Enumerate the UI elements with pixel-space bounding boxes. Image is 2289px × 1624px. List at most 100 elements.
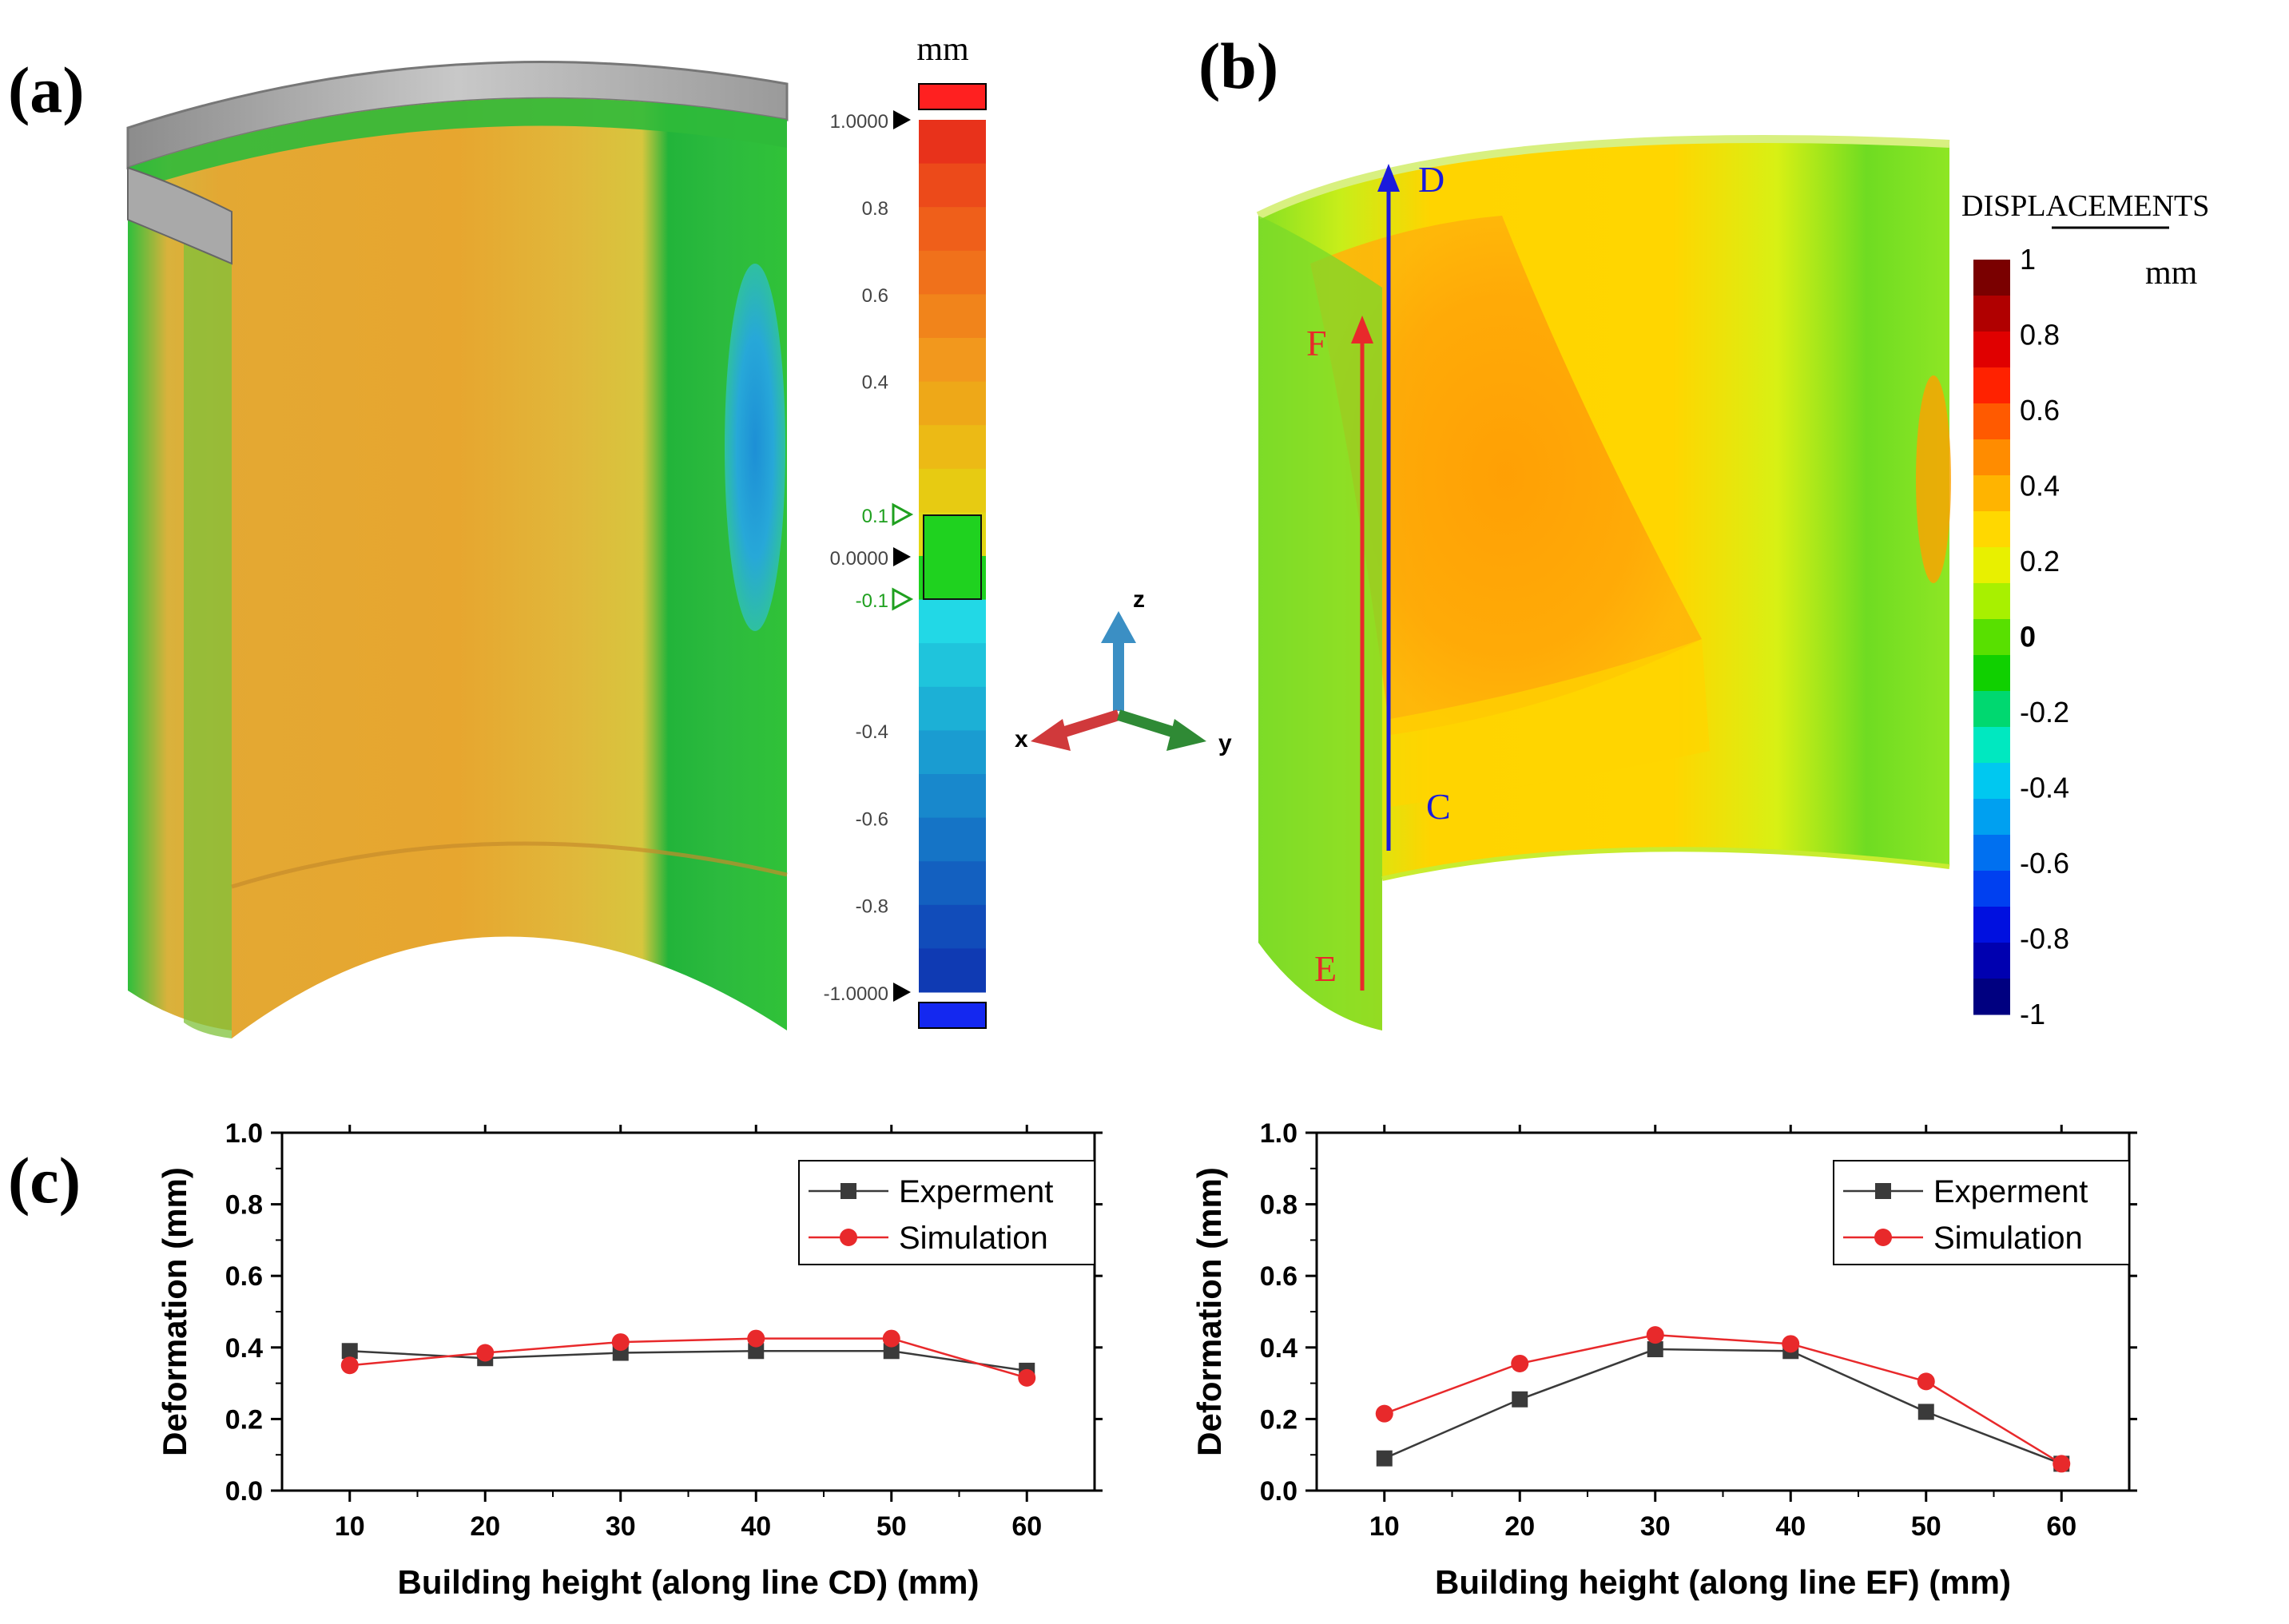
scale-b-band (1973, 655, 2010, 692)
scale-b-title: DISPLACEMENTS (1961, 189, 2209, 223)
scale-a-label: 0.8 (862, 198, 888, 220)
scale-a-band (919, 468, 986, 513)
cylinder-a-inner-wall (184, 206, 232, 1038)
point-simulation (2053, 1455, 2071, 1473)
x-tick-label: 50 (876, 1511, 907, 1542)
scale-b-label: 0.8 (2020, 319, 2060, 351)
scale-a-band (919, 338, 986, 383)
scale-a-label: -0.6 (856, 808, 888, 830)
scale-a-band (919, 163, 986, 208)
triad-y-arrow (1166, 719, 1206, 751)
scale-a-label: 0.1 (862, 506, 888, 527)
scale-a-unit: mm (916, 31, 969, 68)
point-simulation (1917, 1372, 1935, 1391)
scale-b-band (1973, 296, 2010, 332)
legend-label: Experment (899, 1174, 1053, 1209)
chart-ef: 0.0 0.2 0.4 0.6 0.8 1.0 10 20 30 40 50 60 Building h… (1190, 1118, 2137, 1601)
scale-b-band (1973, 943, 2010, 979)
scale-a-band (919, 207, 986, 252)
scale-a-marker (893, 983, 911, 1002)
scale-b-label: -0.4 (2020, 772, 2069, 804)
scale-b-label: -0.2 (2020, 696, 2069, 729)
point-simulation (476, 1344, 495, 1362)
scale-b-band (1973, 871, 2010, 907)
scale-b-band (1973, 439, 2010, 476)
axis-triad: z x y (1015, 586, 1232, 756)
legend-label: Simulation (899, 1221, 1048, 1256)
scale-b-band (1973, 799, 2010, 836)
y-tick-label: 0.8 (1260, 1190, 1297, 1221)
legend-marker (1875, 1183, 1891, 1199)
panel-label-a: (a) (8, 54, 85, 126)
point-experment (1512, 1391, 1528, 1408)
scale-b-label: 0.2 (2020, 545, 2060, 578)
point-simulation (1782, 1335, 1800, 1353)
y-tick-label: 0.6 (225, 1261, 263, 1292)
scale-a-tolerance-band (923, 514, 982, 600)
scale-a-labels: 1.0000 0.8 0.6 0.4 0.1 0.0000 -0.1 -0.4 -0.6 -0.8… (824, 110, 914, 1005)
point-simulation (611, 1333, 630, 1352)
label-d: D (1418, 159, 1445, 200)
x-tick-label: 40 (1775, 1511, 1806, 1542)
legend-marker (1874, 1229, 1892, 1246)
scale-a-band (919, 861, 986, 906)
label-e: E (1314, 948, 1337, 989)
scale-a-band (919, 774, 986, 819)
scale-a-marker (892, 587, 914, 611)
series-line-1 (1384, 1333, 2062, 1465)
y-axis-title: Deformation (mm) (156, 1167, 193, 1456)
scale-b-label: -0.8 (2020, 923, 2069, 955)
point-experment (883, 1343, 900, 1360)
x-tick-label: 60 (2046, 1511, 2076, 1542)
y-tick-label: 1.0 (225, 1118, 263, 1149)
scale-b-band (1973, 260, 2010, 296)
series-line-1 (349, 1337, 1027, 1380)
cylinder-a-blue-zone (725, 264, 785, 631)
cylinder-a-bottom-rim (231, 841, 788, 889)
point-simulation (340, 1356, 359, 1375)
triad-y-label: y (1218, 730, 1232, 756)
triad-x-arrow (1031, 719, 1071, 751)
scale-b-band (1973, 979, 2010, 1015)
scale-b-band (1973, 367, 2010, 404)
x-tick-label: 10 (1369, 1511, 1400, 1542)
y-tick-label: 0.8 (225, 1190, 263, 1221)
panel-b-cylinder: D C F E (1256, 135, 1951, 1030)
scale-a-label: -1.0000 (824, 983, 888, 1005)
x-axis-title: Building height (along line EF) (mm) (1435, 1563, 2011, 1601)
x-tick-label: 60 (1011, 1511, 1042, 1542)
scale-a-bands (918, 83, 987, 1029)
scale-a-over-swatch (918, 83, 987, 110)
scale-b-label: 0.4 (2020, 470, 2060, 502)
label-f: F (1306, 323, 1327, 363)
scale-a-label: 0.0000 (830, 548, 888, 570)
x-tick-label: 30 (606, 1511, 636, 1542)
scale-a-label: 1.0000 (830, 111, 888, 133)
scale-a-marker (893, 110, 911, 129)
scale-a-marker (893, 547, 911, 566)
scale-b-band (1973, 691, 2010, 728)
point-simulation (1511, 1354, 1529, 1372)
scale-b-label: -0.6 (2020, 847, 2069, 880)
point-experment (341, 1343, 358, 1360)
scale-a-band (919, 643, 986, 688)
scale-a-band (919, 381, 986, 426)
scale-b-band (1973, 403, 2010, 440)
triad-z-arrow (1101, 611, 1136, 643)
panel-label-c: (c) (8, 1144, 81, 1217)
scale-b-label: 0.6 (2020, 394, 2060, 427)
line-ef-arrow (1351, 316, 1373, 343)
label-c: C (1426, 786, 1451, 827)
y-tick-label: 0.4 (1260, 1333, 1297, 1364)
triad-z-label: z (1133, 586, 1145, 613)
scale-b-band (1973, 907, 2010, 943)
cylinder-b-top-rim (1256, 135, 1950, 220)
legend-marker (840, 1183, 856, 1199)
scale-a-label: -0.8 (856, 896, 888, 918)
cylinder-b-bottom-rim (1381, 847, 1950, 881)
point-simulation (747, 1329, 765, 1348)
panel-label-b: (b) (1198, 30, 1278, 102)
scale-b-band (1973, 475, 2010, 512)
